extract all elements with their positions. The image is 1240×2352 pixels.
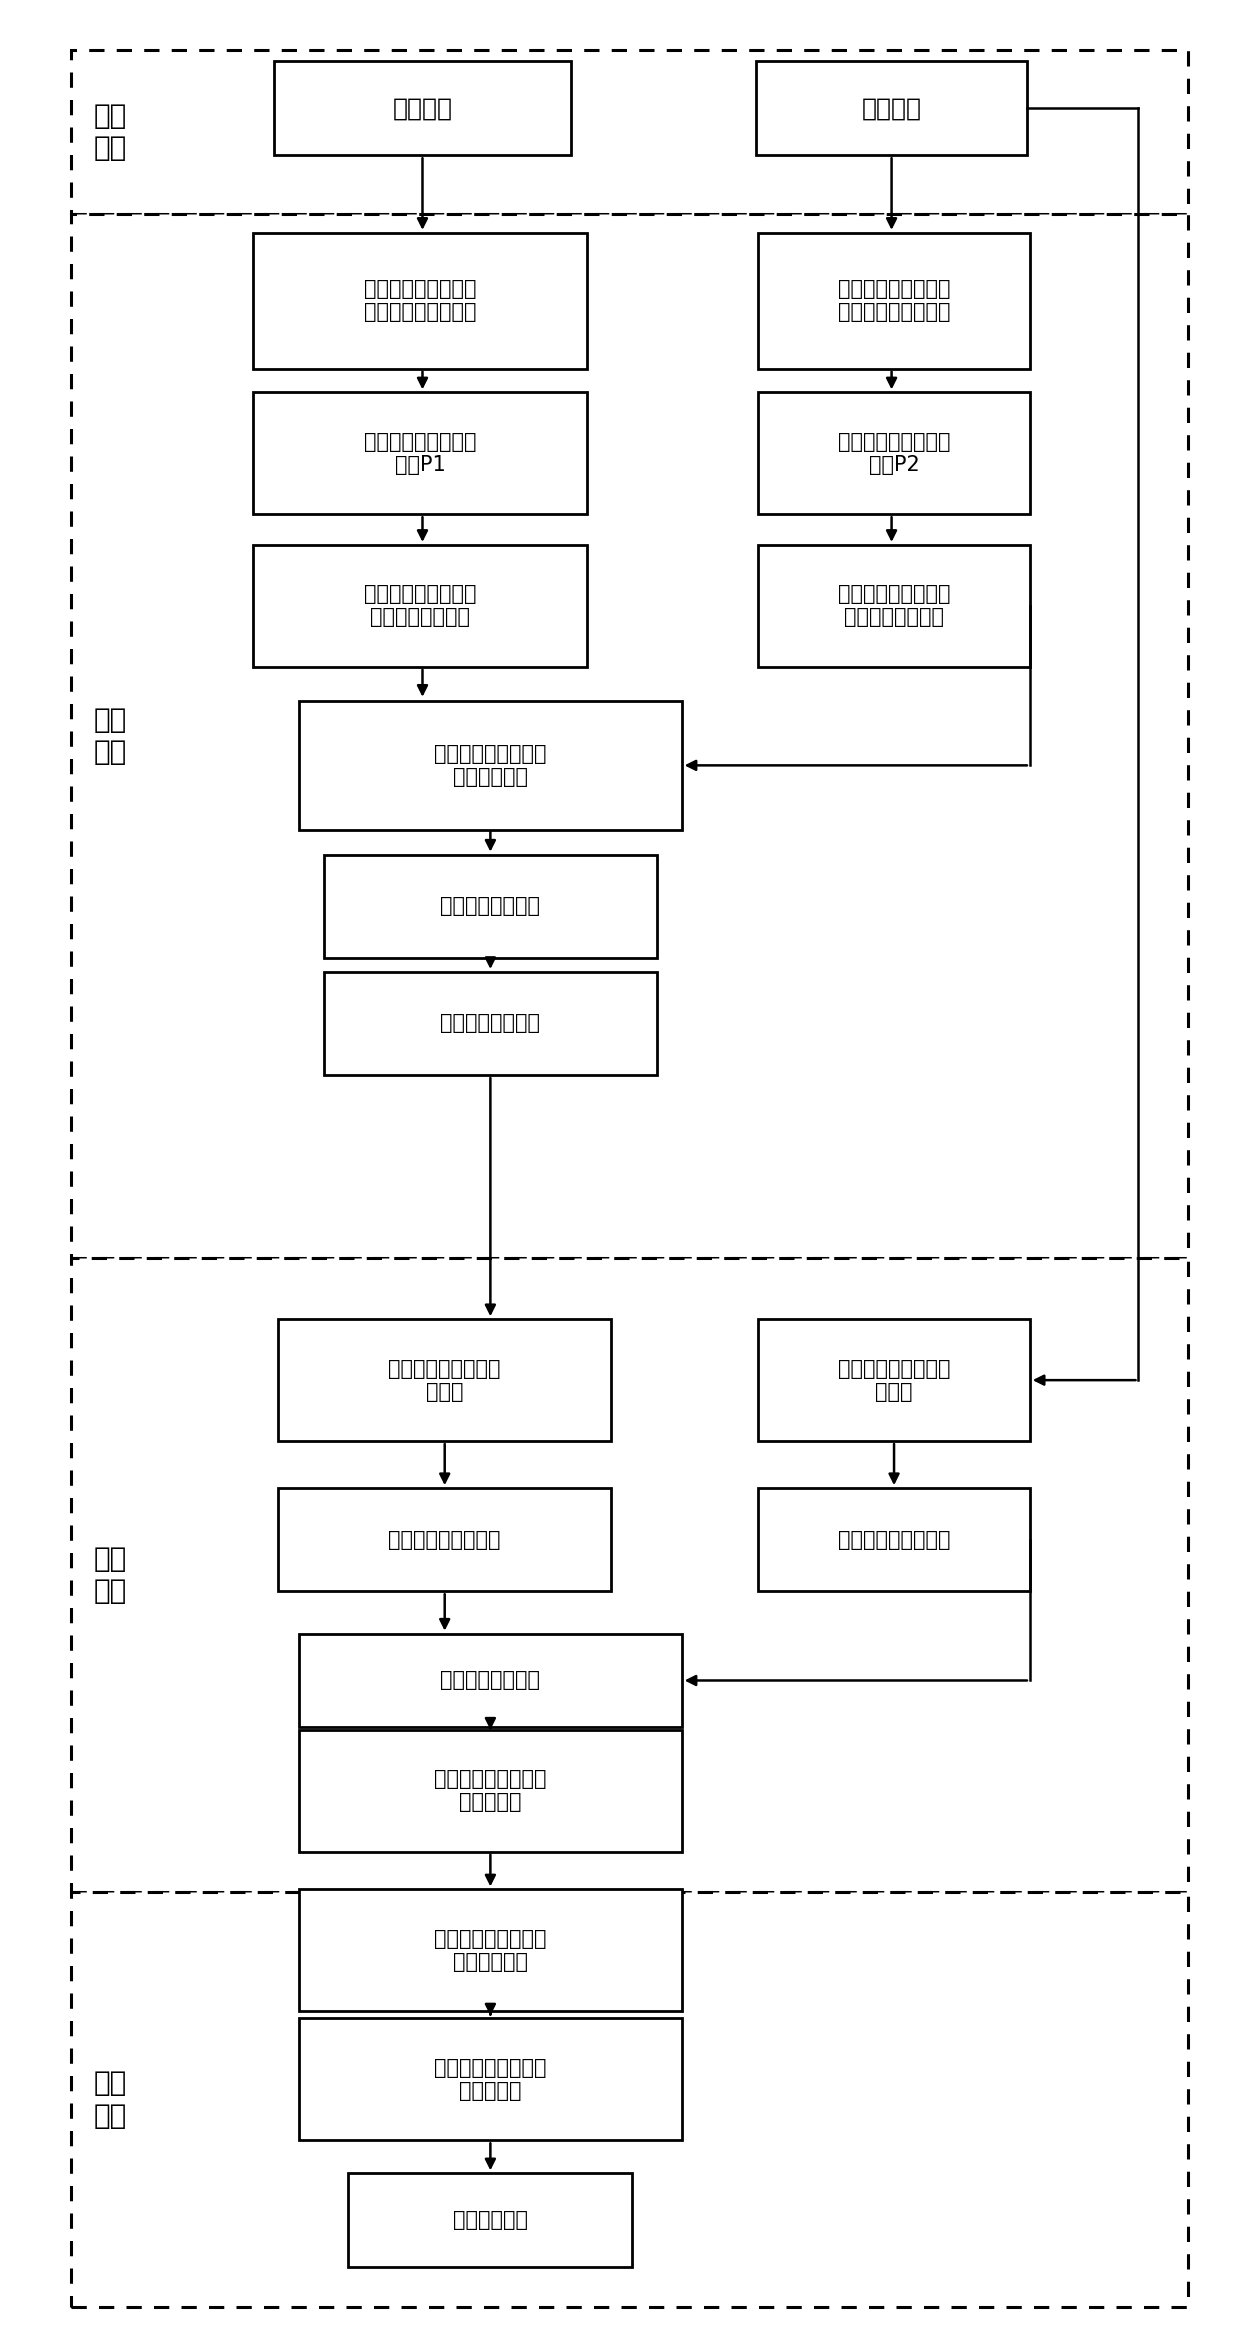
Text: 提取待测图像疑似缺
陷区域图像块: 提取待测图像疑似缺 陷区域图像块 bbox=[434, 1929, 547, 1971]
Bar bbox=[253, 546, 587, 668]
Bar bbox=[299, 1635, 682, 1726]
Text: 计算频域谱、功率谱: 计算频域谱、功率谱 bbox=[388, 1529, 501, 1550]
Text: 输入第三个网络对疑
似区域识别: 输入第三个网络对疑 似区域识别 bbox=[434, 2058, 547, 2100]
Bar bbox=[324, 971, 657, 1075]
Text: 仿射变换矩阵求解: 仿射变换矩阵求解 bbox=[440, 896, 541, 917]
Bar bbox=[324, 854, 657, 957]
Bar bbox=[758, 233, 1030, 369]
Bar bbox=[71, 49, 1188, 214]
Text: 计算描述向量距离得
到匹配特征点: 计算描述向量距离得 到匹配特征点 bbox=[434, 743, 547, 788]
Text: 输入第二个网络得到
特征点的描述向量: 输入第二个网络得到 特征点的描述向量 bbox=[838, 583, 950, 628]
Bar bbox=[758, 393, 1030, 515]
Text: 筛选获得最佳特征点
集合P1: 筛选获得最佳特征点 集合P1 bbox=[363, 433, 476, 475]
Bar bbox=[758, 1489, 1030, 1592]
Bar bbox=[71, 1258, 1188, 1891]
Bar bbox=[71, 1891, 1188, 2307]
Bar bbox=[278, 1319, 611, 1442]
Text: 缺陷
识别: 缺陷 识别 bbox=[93, 2070, 126, 2129]
Text: 傅立叶反变换重建疑
似缺陷区域: 傅立叶反变换重建疑 似缺陷区域 bbox=[434, 1769, 547, 1813]
Text: 输入第二个网络得到
特征点的描述向量: 输入第二个网络得到 特征点的描述向量 bbox=[363, 583, 476, 628]
Text: 灰度变换、分割成网
格区域: 灰度变换、分割成网 格区域 bbox=[838, 1359, 950, 1402]
Text: 待测图像仿射变换: 待测图像仿射变换 bbox=[440, 1014, 541, 1033]
Text: 筛选获得最佳特征点
集合P2: 筛选获得最佳特征点 集合P2 bbox=[838, 433, 950, 475]
Bar bbox=[299, 1889, 682, 2011]
Bar bbox=[253, 393, 587, 515]
Bar bbox=[348, 2173, 632, 2267]
Bar bbox=[758, 1319, 1030, 1442]
Bar bbox=[274, 61, 570, 155]
Text: 模板图像: 模板图像 bbox=[862, 96, 921, 120]
Text: 缺陷
定位: 缺陷 定位 bbox=[93, 1545, 126, 1604]
Bar bbox=[758, 546, 1030, 668]
Text: 输入第一个网络得到
特征点预测值分布图: 输入第一个网络得到 特征点预测值分布图 bbox=[838, 280, 950, 322]
Text: 图像
配准: 图像 配准 bbox=[93, 706, 126, 767]
Bar bbox=[253, 233, 587, 369]
Text: 输入第一个网络得到
特征点预测值分布图: 输入第一个网络得到 特征点预测值分布图 bbox=[363, 280, 476, 322]
Bar bbox=[299, 2018, 682, 2140]
Bar bbox=[299, 701, 682, 830]
Bar bbox=[756, 61, 1028, 155]
Text: 计算频域谱、功率谱: 计算频域谱、功率谱 bbox=[838, 1529, 950, 1550]
Text: 灰度变换、分割成网
格区域: 灰度变换、分割成网 格区域 bbox=[388, 1359, 501, 1402]
Bar bbox=[71, 214, 1188, 1258]
Text: 图像
采集: 图像 采集 bbox=[93, 101, 126, 162]
Text: 待测图像: 待测图像 bbox=[393, 96, 453, 120]
Text: 提取异常频率分量: 提取异常频率分量 bbox=[440, 1670, 541, 1691]
Bar bbox=[278, 1489, 611, 1592]
Bar bbox=[299, 1729, 682, 1851]
Text: 输出缺陷类别: 输出缺陷类别 bbox=[453, 2211, 528, 2230]
